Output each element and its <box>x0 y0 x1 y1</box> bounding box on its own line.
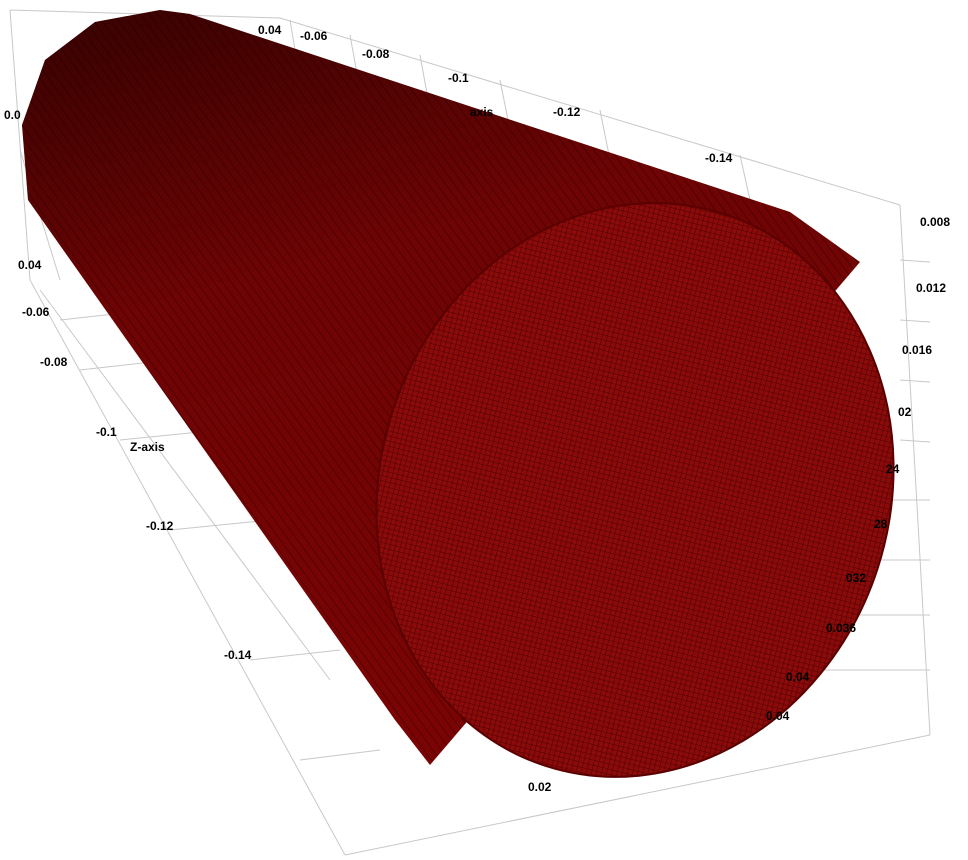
left-axis-label: -0.08 <box>40 355 68 369</box>
scene: 0.04 -0.06 -0.08 -0.1 -0.12 -0.14 axis 0.0 0.04 -… <box>0 0 968 860</box>
bottom-axis-label: 0.02 <box>528 780 552 794</box>
left-axis-label: -0.14 <box>224 648 252 662</box>
top-axis-label: -0.08 <box>362 47 390 61</box>
right-axis-label: 032 <box>846 571 866 585</box>
top-axis-label: axis <box>470 105 494 119</box>
top-axis-label: -0.12 <box>553 105 581 119</box>
left-axis-label: -0.12 <box>146 519 174 533</box>
left-axis-label: 0.0 <box>4 108 21 122</box>
right-axis-label: 0.04 <box>766 709 790 723</box>
right-axis-label: 0.016 <box>902 343 932 357</box>
right-axis-label: 0.036 <box>826 621 856 635</box>
right-axis-label: 0.04 <box>786 670 810 684</box>
right-axis-label: 0.008 <box>920 215 950 229</box>
left-axis-label: -0.1 <box>96 425 117 439</box>
left-axis-label: Z-axis <box>130 440 165 454</box>
right-axis-label: 02 <box>898 405 912 419</box>
left-axis-label: -0.06 <box>22 305 50 319</box>
right-axis-label: 0.012 <box>916 281 946 295</box>
top-axis-label: -0.14 <box>705 151 733 165</box>
right-axis-label: 28 <box>874 517 888 531</box>
top-axis-label: -0.1 <box>448 71 469 85</box>
right-axis-label: 24 <box>886 462 900 476</box>
left-axis-label: 0.04 <box>18 258 42 272</box>
top-axis-label: -0.06 <box>300 29 328 43</box>
top-axis-label: 0.04 <box>258 23 282 37</box>
